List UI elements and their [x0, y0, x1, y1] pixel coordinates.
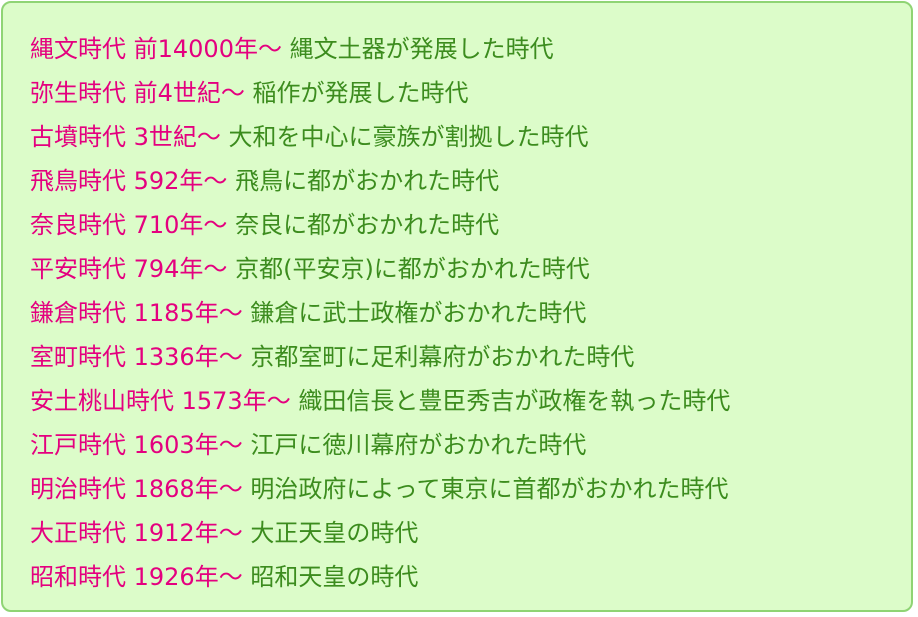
era-row: 奈良時代 710年〜 奈良に都がおかれた時代 — [30, 203, 730, 247]
era-description: 京都(平安京)に都がおかれた時代 — [235, 255, 590, 283]
era-row: 江戸時代 1603年〜 江戸に徳川幕府がおかれた時代 — [30, 423, 730, 467]
era-row: 室町時代 1336年〜 京都室町に足利幕府がおかれた時代 — [30, 335, 730, 379]
era-row: 飛鳥時代 592年〜 飛鳥に都がおかれた時代 — [30, 159, 730, 203]
era-name-start: 奈良時代 710年〜 — [30, 211, 228, 239]
era-description: 明治政府によって東京に首都がおかれた時代 — [250, 475, 729, 503]
era-row: 縄文時代 前14000年〜 縄文土器が発展した時代 — [30, 27, 730, 71]
era-row: 平安時代 794年〜 京都(平安京)に都がおかれた時代 — [30, 247, 730, 291]
era-row: 大正時代 1912年〜 大正天皇の時代 — [30, 511, 730, 555]
era-description: 鎌倉に武士政権がおかれた時代 — [250, 299, 587, 327]
era-description: 京都室町に足利幕府がおかれた時代 — [250, 343, 635, 371]
era-row: 鎌倉時代 1185年〜 鎌倉に武士政権がおかれた時代 — [30, 291, 730, 335]
era-description: 大正天皇の時代 — [250, 519, 419, 547]
era-name-start: 飛鳥時代 592年〜 — [30, 167, 228, 195]
era-name-start: 明治時代 1868年〜 — [30, 475, 243, 503]
era-description: 織田信長と豊臣秀吉が政権を執った時代 — [298, 387, 731, 415]
era-name-start: 古墳時代 3世紀〜 — [30, 123, 221, 151]
era-description: 江戸に徳川幕府がおかれた時代 — [250, 431, 587, 459]
era-name-start: 昭和時代 1926年〜 — [30, 563, 243, 591]
era-row: 明治時代 1868年〜 明治政府によって東京に首都がおかれた時代 — [30, 467, 730, 511]
era-name-start: 鎌倉時代 1185年〜 — [30, 299, 243, 327]
era-row: 昭和時代 1926年〜 昭和天皇の時代 — [30, 555, 730, 599]
era-list: 縄文時代 前14000年〜 縄文土器が発展した時代 弥生時代 前4世紀〜 稲作が発… — [30, 27, 730, 599]
era-description: 稲作が発展した時代 — [252, 79, 469, 107]
era-name-start: 縄文時代 前14000年〜 — [30, 35, 282, 63]
era-description: 飛鳥に都がおかれた時代 — [235, 167, 500, 195]
era-name-start: 平安時代 794年〜 — [30, 255, 228, 283]
era-row: 弥生時代 前4世紀〜 稲作が発展した時代 — [30, 71, 730, 115]
era-name-start: 弥生時代 前4世紀〜 — [30, 79, 245, 107]
era-name-start: 大正時代 1912年〜 — [30, 519, 243, 547]
era-description: 昭和天皇の時代 — [250, 563, 419, 591]
era-description: 大和を中心に豪族が割拠した時代 — [228, 123, 589, 151]
era-name-start: 江戸時代 1603年〜 — [30, 431, 243, 459]
era-row: 古墳時代 3世紀〜 大和を中心に豪族が割拠した時代 — [30, 115, 730, 159]
era-description: 縄文土器が発展した時代 — [289, 35, 554, 63]
era-description: 奈良に都がおかれた時代 — [235, 211, 500, 239]
era-row: 安土桃山時代 1573年〜 織田信長と豊臣秀吉が政権を執った時代 — [30, 379, 730, 423]
era-name-start: 室町時代 1336年〜 — [30, 343, 243, 371]
era-name-start: 安土桃山時代 1573年〜 — [30, 387, 291, 415]
